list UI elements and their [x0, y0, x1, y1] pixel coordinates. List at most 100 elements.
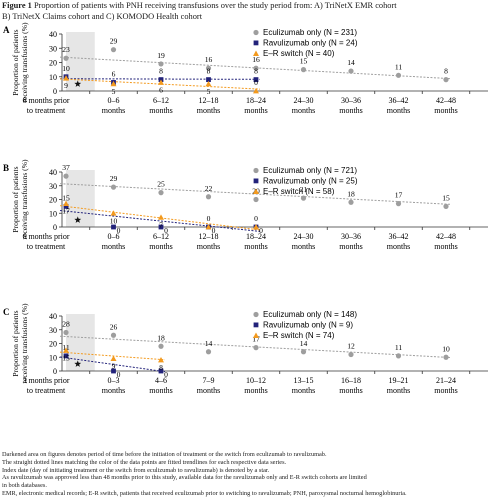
data-label-ravulizumab: 0 [164, 226, 168, 235]
x-tick-label: 12–18 [199, 96, 219, 105]
x-tick-label: to treatment [27, 106, 66, 115]
y-tick-label: 0 [53, 223, 57, 232]
data-point-eculizumab [63, 173, 69, 179]
data-point-ravulizumab [158, 224, 164, 230]
data-point-eculizumab [443, 354, 449, 360]
data-point-eculizumab [395, 353, 402, 359]
pretreatment-shade [66, 314, 95, 371]
data-label-er_switch: 9 [64, 81, 68, 90]
index-date-star-icon [74, 216, 82, 223]
x-tick-label: months [197, 242, 221, 251]
y-axis-label: Proportion of patientsreceiving transfus… [11, 159, 29, 240]
x-tick-label: 12–18 [199, 232, 219, 241]
data-point-eculizumab [300, 349, 307, 355]
data-label-ravulizumab: 0 [164, 370, 168, 379]
x-tick-label: 21–24 [436, 376, 456, 385]
data-label-eculizumab: 18 [347, 189, 355, 198]
data-label-eculizumab: 29 [110, 174, 118, 183]
data-point-ravulizumab [111, 368, 116, 374]
legend-entry-ravulizumab: Ravulizumab only (N = 25) [263, 177, 358, 186]
data-label-eculizumab: 16 [252, 55, 260, 64]
caption-line-2: B) TriNetX Claims cohort and C) KOMODO H… [2, 11, 203, 21]
data-label-eculizumab: 19 [157, 51, 165, 60]
data-label-er_switch: 17 [62, 207, 70, 216]
x-tick-label: 19–21 [389, 376, 409, 385]
legend-swatch-ravulizumab [253, 40, 259, 46]
footnote-4: As ravulizumab was approved less than 48… [2, 474, 367, 482]
trendline-ravulizumab [59, 78, 261, 80]
x-tick-label: months [197, 106, 221, 115]
data-label-er_switch: 10 [110, 216, 118, 225]
data-label-er_switch: 8 [159, 363, 163, 372]
data-label-eculizumab: 11 [395, 343, 403, 352]
legend-entry-eculizumab: Eculizumab only (N = 148) [263, 310, 357, 319]
data-point-eculizumab [110, 184, 117, 190]
data-label-eculizumab: 12 [347, 342, 355, 351]
data-label-eculizumab: 8 [444, 67, 448, 76]
y-axis-label: Proportion of patientsreceiving transfus… [11, 22, 29, 103]
x-tick-label: months [244, 386, 268, 395]
x-tick-label: months [102, 106, 126, 115]
data-label-er_switch: 0 [254, 78, 258, 87]
x-tick-label: 18–24 [246, 232, 266, 241]
data-label-er_switch: 5 [112, 87, 116, 96]
x-tick-label: months [102, 242, 126, 251]
data-label-ravulizumab: 8 [159, 67, 163, 76]
x-tick-label: months [149, 242, 173, 251]
data-label-eculizumab: 25 [157, 180, 165, 189]
footnote-5: in both databases. [2, 482, 47, 490]
footnotes: Darkened area on figures denotes period … [2, 451, 494, 498]
x-tick-label: months [292, 386, 316, 395]
data-label-ravulizumab: 0 [117, 226, 121, 235]
x-tick-label: 18–24 [246, 96, 266, 105]
data-point-er_switch [253, 224, 259, 230]
x-tick-label: 10–12 [246, 376, 266, 385]
legend-entry-ravulizumab: Ravulizumab only (N = 9) [263, 321, 353, 330]
data-point-eculizumab [395, 72, 402, 78]
footnote-3: Index date (day of initiating treatment … [2, 466, 270, 474]
pretreatment-shade [66, 32, 95, 91]
data-point-eculizumab [110, 332, 117, 338]
x-tick-label: 24–30 [294, 96, 314, 105]
data-point-ravulizumab [253, 77, 259, 82]
y-tick-label: 40 [49, 30, 57, 39]
data-label-eculizumab: 17 [395, 191, 403, 200]
data-label-ravulizumab: 0 [259, 226, 263, 235]
data-point-eculizumab [443, 77, 449, 83]
data-point-eculizumab [395, 201, 402, 207]
data-label-eculizumab: 10 [442, 344, 450, 353]
data-label-er_switch: 0 [254, 214, 258, 223]
data-label-ravulizumab: 11 [62, 343, 70, 352]
x-tick-label: months [339, 386, 363, 395]
data-point-eculizumab [205, 349, 212, 355]
data-point-er_switch [110, 355, 117, 362]
x-tick-label: 0–6 [108, 232, 120, 241]
x-tick-label: months [387, 242, 411, 251]
trendline-ravulizumab [59, 356, 166, 373]
index-date-star-icon [74, 80, 82, 87]
x-tick-label: 4–6 [155, 376, 167, 385]
data-point-eculizumab [300, 67, 307, 73]
pretreatment-shade [66, 170, 95, 227]
data-point-ravulizumab [63, 353, 69, 359]
legend-entry-er_switch: E–R switch (N = 74) [263, 331, 335, 340]
x-tick-label: months [149, 106, 173, 115]
data-label-eculizumab: 21 [300, 185, 308, 194]
data-label-ravulizumab: 8 [254, 67, 258, 76]
data-point-eculizumab [110, 47, 117, 53]
data-point-eculizumab [300, 195, 307, 201]
x-tick-label: 6–12 [153, 232, 169, 241]
data-label-er_switch: 5 [207, 87, 211, 96]
data-label-eculizumab: 16 [205, 55, 213, 64]
x-tick-label: months [339, 242, 363, 251]
y-tick-label: 20 [49, 196, 57, 205]
data-label-eculizumab: 14 [347, 58, 355, 67]
data-point-eculizumab [158, 61, 164, 67]
data-label-ravulizumab: 6 [112, 69, 116, 78]
x-tick-label: 30–36 [341, 232, 361, 241]
data-label-er_switch: 7 [159, 220, 163, 229]
x-tick-label: months [339, 106, 363, 115]
data-point-er_switch [205, 80, 212, 87]
